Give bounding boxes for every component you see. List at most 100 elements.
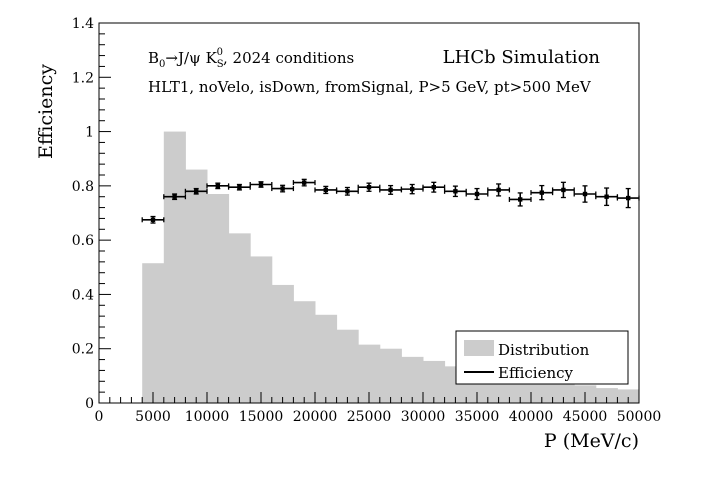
- histogram-bar: [423, 360, 446, 403]
- efficiency-point: [314, 185, 338, 195]
- efficiency-point: [184, 187, 208, 195]
- efficiency-point: [443, 185, 467, 198]
- process-k-sub: S: [217, 59, 224, 70]
- legend: Distribution Efficiency: [455, 330, 629, 385]
- histogram-bar: [595, 388, 618, 403]
- x-tick-label: 35000: [455, 409, 500, 425]
- x-tick-label: 5000: [135, 409, 171, 425]
- efficiency-marker: [410, 186, 415, 192]
- efficiency-marker: [150, 217, 156, 222]
- efficiency-point: [141, 215, 165, 224]
- y-tick-label: 0.4: [72, 287, 94, 303]
- histogram-bar: [315, 314, 338, 403]
- histogram-bar: [142, 263, 165, 403]
- x-tick-label: 15000: [239, 409, 284, 425]
- histogram-bar: [163, 131, 186, 404]
- efficiency-point: [573, 185, 597, 203]
- efficiency-point: [422, 181, 446, 193]
- efficiency-point: [357, 182, 381, 192]
- efficiency-point: [335, 186, 359, 196]
- histogram-layer: [142, 131, 640, 404]
- x-tick-label: 45000: [563, 409, 608, 425]
- x-tick-label: 40000: [509, 409, 554, 425]
- histogram-bar: [531, 381, 554, 403]
- x-axis-label: P (MeV/c): [544, 430, 639, 452]
- cuts-label: HLT1, noVelo, isDown, fromSignal, P>5 Ge…: [148, 78, 592, 96]
- efficiency-point: [616, 187, 640, 209]
- histogram-bar: [379, 348, 402, 403]
- y-tick-label: 1: [85, 125, 94, 141]
- efficiency-marker: [626, 195, 631, 201]
- y-tick-label: 1.2: [72, 70, 94, 86]
- efficiency-marker: [323, 187, 328, 193]
- process-arrow: →J/ψ K: [165, 49, 217, 67]
- x-tick-label: 30000: [401, 409, 446, 425]
- efficiency-point: [292, 178, 316, 187]
- efficiency-point: [530, 184, 554, 201]
- x-tick-label: 10000: [185, 409, 230, 425]
- process-k-sup: 0: [217, 47, 223, 58]
- y-axis-ticks: 0 0.2 0.4 0.6 0.8 1 1.2 1.4: [72, 16, 111, 412]
- efficiency-point: [163, 193, 187, 201]
- y-tick-label: 1.4: [72, 16, 94, 32]
- x-tick-label: 50000: [617, 409, 662, 425]
- efficiency-point: [551, 181, 575, 199]
- x-tick-label: 20000: [293, 409, 338, 425]
- y-tick-label: 0.2: [72, 342, 94, 358]
- efficiency-point: [249, 181, 273, 188]
- efficiency-marker: [345, 189, 350, 194]
- efficiency-point: [227, 183, 251, 191]
- efficiency-marker: [518, 197, 523, 202]
- efficiency-point: [206, 182, 230, 190]
- efficiency-marker: [366, 185, 372, 190]
- efficiency-marker: [215, 183, 220, 189]
- histogram-bar: [271, 284, 294, 403]
- histogram-bar: [228, 233, 251, 403]
- process-rest: , 2024 conditions: [223, 49, 354, 67]
- histogram-bar: [293, 301, 316, 403]
- efficiency-point: [487, 183, 511, 197]
- histogram-bar: [509, 378, 532, 403]
- histogram-bar: [401, 356, 424, 403]
- lhcb-simulation-label: LHCb Simulation: [443, 47, 601, 68]
- legend-box: [455, 330, 629, 385]
- x-tick-label: 25000: [347, 409, 392, 425]
- efficiency-marker: [194, 189, 199, 194]
- histogram-bar: [207, 194, 230, 403]
- efficiency-marker: [539, 190, 544, 195]
- efficiency-point: [379, 184, 403, 195]
- y-tick-label: 0: [85, 396, 94, 412]
- efficiency-marker: [388, 187, 393, 193]
- efficiency-marker: [302, 180, 307, 185]
- y-tick-label: 0.6: [72, 233, 94, 249]
- efficiency-marker: [453, 189, 458, 194]
- y-axis-label: Efficiency: [35, 64, 57, 159]
- x-tick-label: 0: [95, 409, 104, 425]
- efficiency-point: [595, 187, 619, 207]
- efficiency-marker: [172, 194, 177, 199]
- histogram-bar: [185, 169, 208, 403]
- legend-swatch-distribution: [464, 340, 494, 356]
- efficiency-marker: [561, 187, 566, 193]
- efficiency-marker: [496, 187, 501, 193]
- legend-label-distribution: Distribution: [498, 341, 590, 359]
- efficiency-marker: [431, 185, 436, 190]
- efficiency-marker: [604, 194, 609, 199]
- histogram-bar: [617, 389, 640, 403]
- efficiency-marker: [582, 191, 588, 197]
- process-sub: 0: [159, 59, 165, 70]
- efficiency-point: [271, 184, 295, 193]
- efficiency-marker: [474, 191, 480, 197]
- efficiency-marker: [280, 186, 285, 191]
- histogram-bar: [358, 344, 381, 403]
- efficiency-marker: [258, 182, 264, 187]
- x-axis-ticks: 0 5000 10000 15000 20000 25000 30000 35000 40000…: [95, 392, 662, 425]
- histogram-bar: [250, 256, 273, 403]
- efficiency-marker: [237, 185, 242, 190]
- process-main: B: [148, 49, 159, 67]
- efficiency-point: [508, 192, 532, 207]
- process-label: B0→J/ψ KS0, 2024 conditions: [148, 47, 354, 70]
- histogram-bar: [552, 384, 575, 403]
- efficiency-point: [400, 183, 424, 195]
- y-tick-label: 0.8: [72, 179, 94, 195]
